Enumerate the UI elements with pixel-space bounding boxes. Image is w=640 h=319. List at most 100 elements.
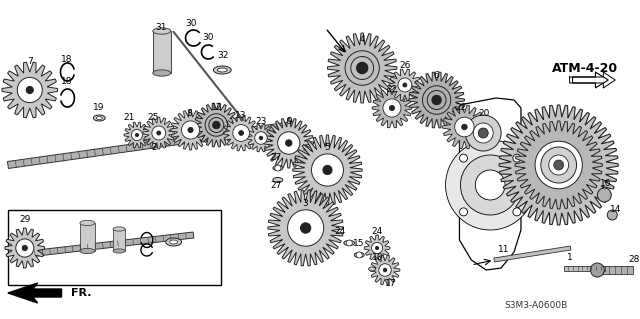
- Polygon shape: [8, 283, 61, 303]
- Circle shape: [460, 208, 467, 216]
- Circle shape: [535, 141, 582, 189]
- Ellipse shape: [170, 240, 178, 244]
- Text: 22: 22: [387, 85, 397, 94]
- Text: 30: 30: [186, 19, 197, 28]
- Text: 4: 4: [360, 35, 365, 44]
- Circle shape: [591, 263, 604, 277]
- Text: 26: 26: [399, 62, 410, 70]
- Ellipse shape: [93, 115, 105, 121]
- Text: 15: 15: [353, 239, 364, 248]
- Polygon shape: [499, 105, 618, 225]
- Circle shape: [135, 133, 138, 137]
- Polygon shape: [372, 88, 412, 128]
- Ellipse shape: [113, 227, 125, 231]
- Ellipse shape: [218, 68, 227, 72]
- Ellipse shape: [166, 238, 182, 246]
- Ellipse shape: [153, 70, 171, 76]
- Polygon shape: [292, 135, 362, 205]
- Polygon shape: [124, 122, 150, 148]
- Text: 2: 2: [151, 144, 157, 152]
- Circle shape: [379, 264, 391, 276]
- Circle shape: [26, 86, 33, 93]
- Circle shape: [212, 121, 220, 129]
- Bar: [113, 229, 125, 251]
- Ellipse shape: [355, 253, 364, 257]
- Polygon shape: [171, 110, 211, 150]
- Polygon shape: [143, 117, 175, 149]
- Text: ATM-4-20: ATM-4-20: [552, 62, 618, 75]
- Polygon shape: [370, 255, 400, 285]
- Text: 13: 13: [236, 110, 247, 120]
- Ellipse shape: [80, 249, 95, 254]
- Circle shape: [548, 155, 568, 175]
- Circle shape: [157, 131, 161, 135]
- Text: 24: 24: [335, 227, 346, 236]
- Polygon shape: [19, 232, 194, 258]
- Polygon shape: [573, 72, 608, 88]
- Circle shape: [356, 62, 368, 74]
- Text: 7: 7: [27, 57, 33, 66]
- Polygon shape: [443, 105, 486, 149]
- Circle shape: [597, 188, 611, 202]
- Circle shape: [513, 154, 521, 162]
- Ellipse shape: [213, 66, 231, 74]
- Circle shape: [445, 140, 535, 230]
- Text: 16: 16: [600, 179, 611, 188]
- Circle shape: [275, 165, 281, 171]
- Circle shape: [259, 136, 263, 140]
- Text: 21: 21: [124, 114, 134, 122]
- Circle shape: [432, 95, 442, 105]
- Text: 32: 32: [218, 51, 229, 61]
- Circle shape: [476, 170, 505, 200]
- Circle shape: [383, 99, 401, 117]
- Text: 18: 18: [61, 56, 72, 64]
- Text: 5: 5: [324, 144, 330, 152]
- Text: 3: 3: [303, 198, 308, 207]
- Circle shape: [323, 165, 332, 174]
- Circle shape: [255, 132, 268, 144]
- Circle shape: [552, 158, 565, 172]
- Polygon shape: [223, 115, 259, 151]
- Text: 24: 24: [371, 227, 383, 236]
- Circle shape: [460, 154, 467, 162]
- Circle shape: [398, 78, 412, 92]
- Ellipse shape: [153, 28, 171, 34]
- Ellipse shape: [273, 166, 283, 170]
- Text: 8: 8: [187, 108, 193, 117]
- Circle shape: [188, 127, 193, 133]
- Circle shape: [549, 155, 568, 174]
- Circle shape: [389, 105, 394, 111]
- Circle shape: [525, 131, 592, 199]
- Text: 25: 25: [147, 114, 159, 122]
- Text: 27: 27: [270, 153, 282, 162]
- Circle shape: [346, 240, 352, 246]
- Polygon shape: [564, 265, 605, 271]
- Text: 29: 29: [19, 216, 31, 225]
- Polygon shape: [2, 62, 58, 118]
- Circle shape: [131, 130, 143, 141]
- Polygon shape: [5, 228, 45, 268]
- Circle shape: [454, 117, 474, 137]
- Polygon shape: [328, 33, 397, 103]
- Circle shape: [372, 242, 383, 254]
- Circle shape: [285, 140, 292, 146]
- Circle shape: [460, 155, 520, 215]
- Circle shape: [356, 252, 362, 258]
- Text: 9: 9: [286, 117, 292, 127]
- Circle shape: [465, 115, 501, 151]
- Text: 1: 1: [566, 254, 572, 263]
- Text: 28: 28: [628, 256, 640, 264]
- Circle shape: [474, 123, 493, 143]
- Circle shape: [478, 128, 488, 138]
- Circle shape: [383, 268, 387, 272]
- Text: 22: 22: [456, 103, 467, 113]
- Ellipse shape: [344, 241, 355, 246]
- Circle shape: [554, 160, 564, 170]
- Bar: [80, 223, 95, 251]
- Text: S3M3-A0600B: S3M3-A0600B: [504, 301, 568, 310]
- Circle shape: [300, 223, 311, 233]
- Text: 14: 14: [609, 205, 621, 214]
- Circle shape: [403, 83, 407, 87]
- Circle shape: [182, 121, 200, 139]
- Circle shape: [312, 154, 344, 186]
